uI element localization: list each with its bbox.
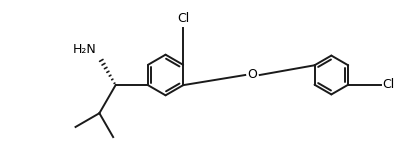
Text: Cl: Cl [383,78,395,91]
Text: Cl: Cl [177,12,189,25]
Text: O: O [248,69,258,81]
Text: H₂N: H₂N [73,43,96,56]
